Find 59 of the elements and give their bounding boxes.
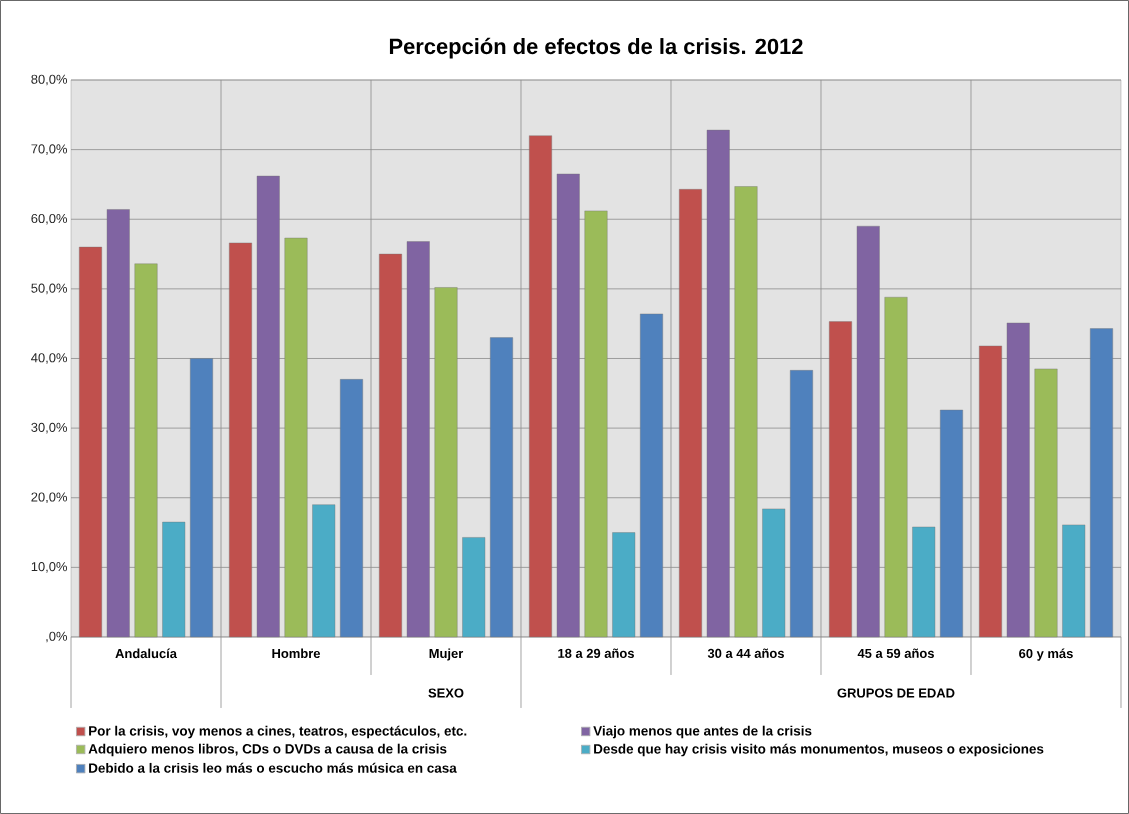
bar (1006, 322, 1030, 638)
bar (1090, 328, 1113, 638)
bar (979, 345, 1002, 638)
bar (556, 173, 580, 638)
bar (1034, 368, 1058, 638)
bar (434, 287, 458, 638)
y-tick-label: 20,0% (31, 492, 68, 504)
bar (490, 337, 513, 638)
bar (940, 409, 963, 638)
bar (312, 504, 336, 638)
legend-label: Debido a la crisis leo más o escucho más música en casa (89, 762, 457, 773)
y-tick-label: ,0% (46, 631, 68, 643)
bar (884, 297, 908, 638)
bar (256, 175, 280, 638)
y-tick-label: 10,0% (31, 562, 68, 573)
bar (584, 210, 608, 638)
x-tick-label: 18 a 29 años (558, 648, 634, 658)
chart-title: Percepción de efectos de la crisis. 2012 (389, 37, 803, 59)
bar (612, 532, 636, 638)
bar (640, 313, 663, 638)
y-tick-label: 40,0% (31, 353, 68, 364)
legend-label: Viajo menos que antes de la crisis (593, 725, 812, 739)
x-tick-label: 60 y más (1019, 648, 1073, 661)
bar (284, 237, 308, 638)
x-tick-label: 30 a 44 años (707, 648, 784, 658)
bar (406, 241, 430, 638)
bar (79, 246, 102, 638)
bar (340, 379, 363, 638)
legend-label: Adquiero menos libros, CDs o DVDs a causa de la crisis (88, 743, 447, 757)
bar (529, 135, 552, 638)
legend-label: Desde que hay crisis visito más monumentos, museos o exposiciones (594, 743, 1044, 757)
bar (190, 358, 213, 638)
legend-label: Por la crisis, voy menos a cines, teatros, espectáculos, etc. (89, 725, 467, 739)
x-tick-label: 45 a 59 años (857, 648, 934, 658)
x-tick-label: Andalucía (115, 648, 178, 659)
bar (134, 263, 158, 638)
bar (856, 226, 880, 638)
bar (679, 189, 702, 638)
y-tick-label: 80,0% (31, 74, 68, 86)
bar (734, 186, 758, 638)
x-tick-label: Mujer (429, 648, 464, 661)
bar (229, 242, 252, 638)
y-tick-label: 70,0% (31, 144, 68, 155)
bar (162, 521, 186, 638)
text: SEXO (428, 688, 464, 698)
bar (829, 321, 852, 638)
bar (790, 370, 813, 638)
text: GRUPOS DE EDAD (837, 688, 955, 698)
bar (762, 508, 786, 638)
bar (706, 129, 730, 638)
y-tick-label: 30,0% (31, 422, 68, 434)
bar (462, 537, 486, 638)
bar (106, 209, 130, 638)
bar (1062, 524, 1086, 638)
bar (912, 526, 936, 638)
y-tick-label: 50,0% (31, 283, 68, 295)
bar (379, 253, 402, 638)
y-tick-label: 60,0% (31, 213, 68, 225)
x-tick-label: Hombre (272, 648, 321, 659)
